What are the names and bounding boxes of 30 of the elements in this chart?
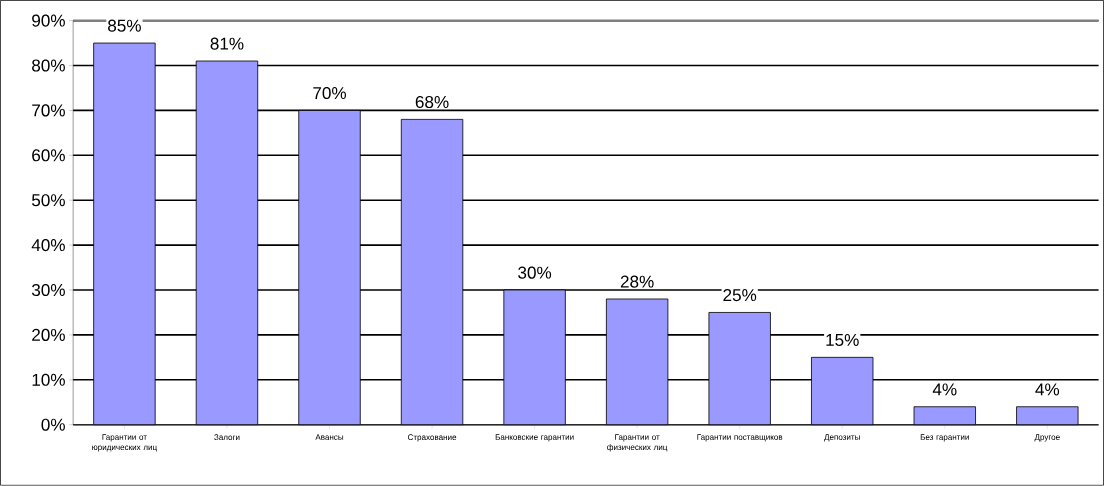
y-tick-label: 10% xyxy=(32,373,65,386)
data-label: 28% xyxy=(620,275,654,288)
y-tick-label: 50% xyxy=(31,194,65,207)
x-tick-label: Другое xyxy=(1034,434,1060,442)
y-tick-label: 90% xyxy=(32,14,65,27)
y-tick-label: 40% xyxy=(31,239,65,252)
y-tick-label: 60% xyxy=(32,149,65,162)
x-tick-label: Авансы xyxy=(315,434,344,441)
data-label: 25% xyxy=(723,289,757,302)
data-label: 70% xyxy=(313,87,347,100)
x-tick-label: Гарантии от юридических лиц xyxy=(92,434,157,452)
x-tick-label: Залоги xyxy=(214,434,240,441)
y-tick-label: 20% xyxy=(32,328,65,342)
x-tick-label: Депозиты xyxy=(824,434,860,442)
data-label: 4% xyxy=(1035,383,1060,396)
data-label: 30% xyxy=(518,266,552,279)
data-label: 68% xyxy=(415,96,449,109)
y-tick-label: 30% xyxy=(31,284,65,297)
data-label: 81% xyxy=(210,37,244,50)
data-label: 4% xyxy=(932,383,957,396)
x-tick-label: Банковские гарантии xyxy=(495,434,574,442)
y-tick-label: 80% xyxy=(32,59,65,72)
data-label: 15% xyxy=(826,334,859,347)
x-tick-label: Без гарантии xyxy=(920,434,969,442)
x-tick-label: Гарантии поставщиков xyxy=(697,434,783,442)
y-tick-label: 70% xyxy=(32,104,65,117)
y-tick-label: 0% xyxy=(41,418,65,431)
data-label: 85% xyxy=(108,19,141,32)
x-tick-label: Гарантии от физических лиц xyxy=(607,434,668,452)
x-tick-label: Страхование xyxy=(407,434,457,442)
